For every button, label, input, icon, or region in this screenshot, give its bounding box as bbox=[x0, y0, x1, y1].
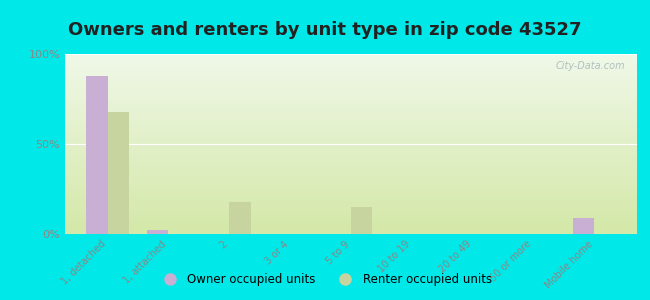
Text: Owners and renters by unit type in zip code 43527: Owners and renters by unit type in zip c… bbox=[68, 21, 582, 39]
Bar bbox=[86, 76, 108, 234]
Bar bbox=[573, 218, 594, 234]
Legend: Owner occupied units, Renter occupied units: Owner occupied units, Renter occupied un… bbox=[153, 269, 497, 291]
Bar bbox=[229, 202, 251, 234]
Text: City-Data.com: City-Data.com bbox=[556, 61, 625, 71]
Bar bbox=[147, 230, 168, 234]
Bar bbox=[351, 207, 372, 234]
Bar bbox=[108, 112, 129, 234]
